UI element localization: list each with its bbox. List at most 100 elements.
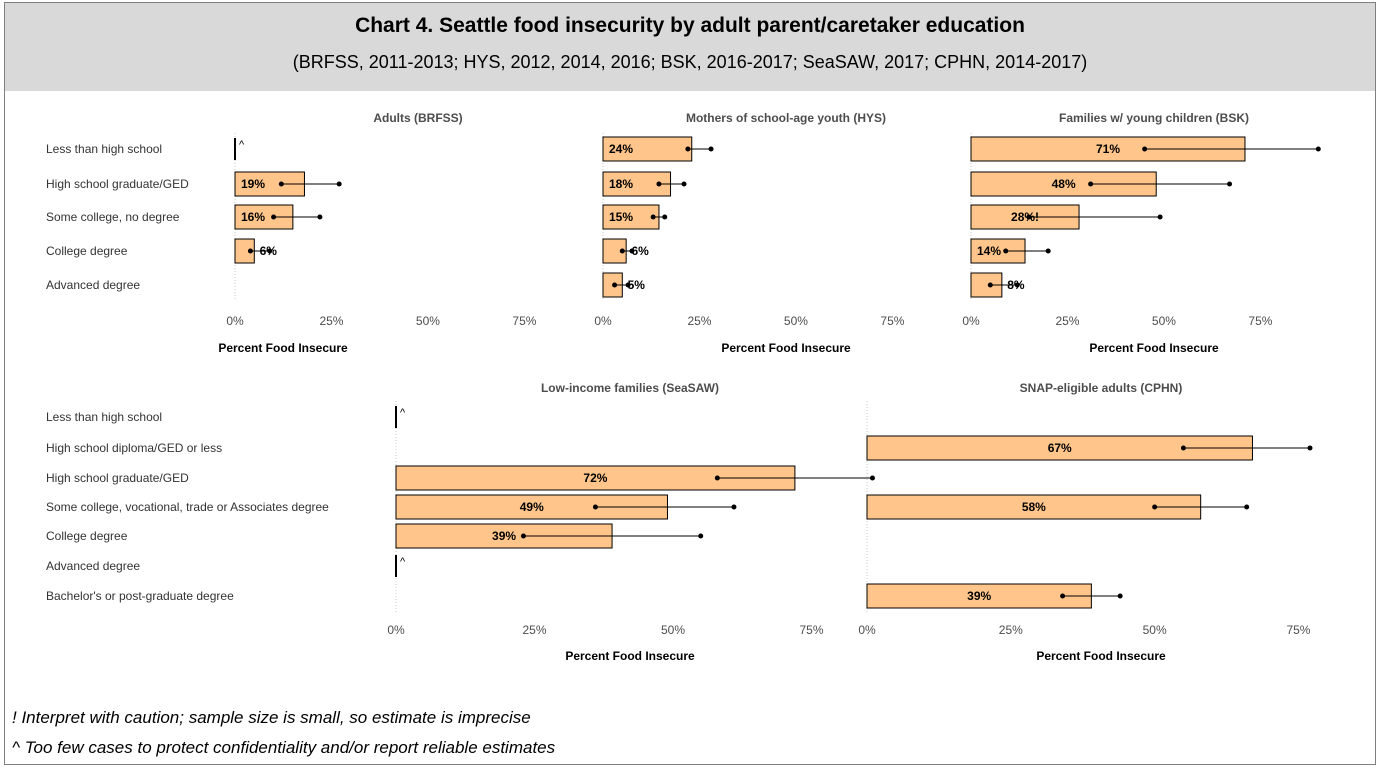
data-label: 24%: [609, 142, 633, 156]
category-label: High school graduate/GED: [46, 471, 189, 485]
ci-low-point: [1026, 214, 1032, 220]
chart-panel-3: Families w/ young children (BSK) 71% 48% 28…: [962, 111, 1321, 355]
x-tick-label: 50%: [1152, 314, 1176, 328]
panel-title: SNAP-eligible adults (CPHN): [1020, 381, 1183, 395]
ci-high-point: [629, 248, 635, 254]
ci-high-point: [317, 214, 323, 220]
data-label: 14%: [977, 244, 1001, 258]
ci-high-point: [1315, 146, 1321, 152]
x-tick-label: 25%: [999, 623, 1023, 637]
data-label: 48%: [1052, 177, 1076, 191]
ci-low-point: [1060, 593, 1066, 599]
category-label: Some college, no degree: [46, 210, 180, 224]
chart-panel-1: Adults (BRFSS) Less than high school High …: [46, 111, 537, 355]
x-tick-label: 0%: [594, 314, 612, 328]
page-title: Chart 4. Seattle food insecurity by adul…: [355, 14, 1025, 37]
ci-low-point: [592, 504, 598, 510]
x-tick-label: 25%: [1055, 314, 1079, 328]
bar: [970, 204, 1080, 230]
category-label: High school graduate/GED: [46, 177, 189, 191]
x-tick-label: 75%: [512, 314, 536, 328]
ci-low-point: [714, 475, 720, 481]
footnote-caution: ! Interpret with caution; sample size is…: [12, 708, 531, 727]
data-label: 39%: [492, 529, 516, 543]
ci-high-point: [681, 181, 687, 187]
category-label: Less than high school: [46, 142, 162, 156]
panel-title: Families w/ young children (BSK): [1059, 111, 1249, 125]
x-tick-label: 25%: [522, 623, 546, 637]
x-tick-label: 25%: [319, 314, 343, 328]
data-label: ^: [400, 407, 406, 419]
x-tick-label: 0%: [858, 623, 876, 637]
data-label: 67%: [1048, 441, 1072, 455]
category-label: High school diploma/GED or less: [46, 441, 222, 455]
data-label: 19%: [241, 177, 265, 191]
x-tick-label: 0%: [226, 314, 244, 328]
page-subtitle: (BRFSS, 2011-2013; HYS, 2012, 2014, 2016…: [292, 52, 1088, 72]
x-tick-label: 75%: [1248, 314, 1272, 328]
ci-high-point: [731, 504, 737, 510]
x-axis-label: Percent Food Insecure: [1089, 341, 1219, 355]
x-axis-label: Percent Food Insecure: [721, 341, 851, 355]
data-label: 16%: [241, 210, 265, 224]
ci-low-point: [1142, 146, 1148, 152]
category-label: Advanced degree: [46, 559, 140, 573]
data-label: 72%: [583, 471, 607, 485]
bar: [602, 204, 660, 230]
ci-high-point: [698, 533, 704, 539]
ci-high-point: [1307, 445, 1313, 451]
data-label: 49%: [520, 500, 544, 514]
ci-high-point: [1117, 593, 1123, 599]
x-axis-label: Percent Food Insecure: [218, 341, 348, 355]
x-tick-label: 25%: [687, 314, 711, 328]
data-label: 5%: [628, 278, 646, 292]
data-label: 18%: [609, 177, 633, 191]
chart-panel-2: Mothers of school-age youth (HYS) 24% 18% 1…: [594, 111, 904, 355]
data-label: 58%: [1022, 500, 1046, 514]
ci-high-point: [1045, 248, 1051, 254]
panel-title: Low-income families (SeaSAW): [541, 381, 719, 395]
category-label: Less than high school: [46, 410, 162, 424]
ci-low-point: [520, 533, 526, 539]
ci-high-point: [336, 181, 342, 187]
ci-low-point: [612, 282, 618, 288]
ci-low-point: [1180, 445, 1186, 451]
ci-low-point: [271, 214, 277, 220]
category-label: Some college, vocational, trade or Assoc…: [46, 500, 329, 514]
ci-high-point: [267, 248, 273, 254]
x-tick-label: 75%: [880, 314, 904, 328]
data-label: 28%!: [1011, 210, 1039, 224]
bar: [866, 583, 1092, 609]
ci-low-point: [685, 146, 691, 152]
ci-low-point: [619, 248, 625, 254]
ci-high-point: [662, 214, 668, 220]
x-tick-label: 50%: [661, 623, 685, 637]
chart-panel-4: Low-income families (SeaSAW) Less than hi…: [46, 381, 875, 663]
ci-low-point: [247, 248, 253, 254]
ci-low-point: [656, 181, 662, 187]
x-axis-label: Percent Food Insecure: [1036, 649, 1166, 663]
category-label: College degree: [46, 244, 128, 258]
data-label: 39%: [967, 589, 991, 603]
bar: [866, 494, 1202, 520]
x-tick-label: 50%: [1143, 623, 1167, 637]
bar: [602, 136, 693, 162]
panel-title: Adults (BRFSS): [373, 111, 462, 125]
x-tick-label: 50%: [416, 314, 440, 328]
ci-high-point: [708, 146, 714, 152]
ci-low-point: [987, 282, 993, 288]
title-banner: [5, 3, 1375, 91]
data-label: 8%: [1007, 278, 1025, 292]
ci-low-point: [278, 181, 284, 187]
category-label: Bachelor's or post-graduate degree: [46, 589, 234, 603]
data-label: 6%: [260, 244, 278, 258]
footnote-suppressed: ^ Too few cases to protect confidentiali…: [12, 738, 556, 757]
ci-high-point: [625, 282, 631, 288]
x-tick-label: 0%: [962, 314, 980, 328]
ci-high-point: [1227, 181, 1233, 187]
chart-panel-5: SNAP-eligible adults (CPHN) 67% 58% 39% 0% 25…: [858, 381, 1313, 663]
panel-title: Mothers of school-age youth (HYS): [686, 111, 886, 125]
chart-frame: [4, 2, 1376, 765]
x-axis-label: Percent Food Insecure: [565, 649, 695, 663]
